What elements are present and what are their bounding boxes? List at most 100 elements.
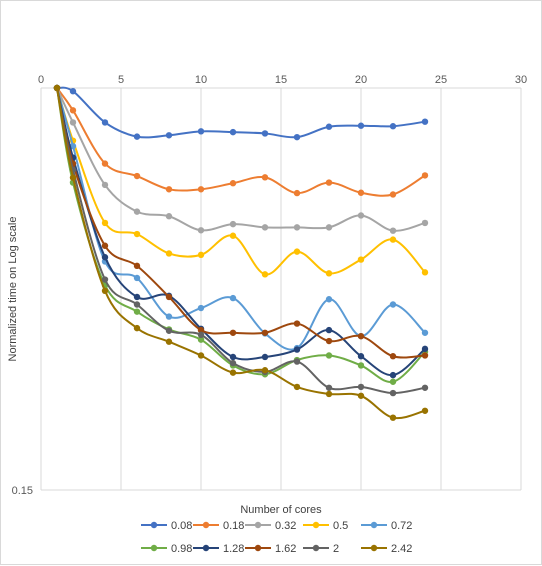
x-tick-label: 20 <box>355 74 367 86</box>
data-point <box>101 287 109 295</box>
data-point <box>69 174 77 181</box>
legend-entry: 2.42 <box>361 543 412 555</box>
x-tick-label: 15 <box>275 74 287 86</box>
series-line <box>56 87 426 232</box>
legend-entry: 2 <box>303 543 339 555</box>
data-point <box>69 107 77 114</box>
data-point <box>421 172 429 179</box>
data-point <box>261 329 269 336</box>
data-point <box>325 224 333 231</box>
data-point <box>197 336 205 343</box>
data-point <box>261 353 269 361</box>
data-point <box>133 301 141 308</box>
series-2.42 <box>53 84 429 421</box>
legend-entry: 0.5 <box>303 520 348 532</box>
legend-swatch-marker <box>150 521 158 529</box>
data-point <box>325 296 333 303</box>
legend-entry: 0.98 <box>141 543 192 555</box>
series-line <box>56 86 426 139</box>
data-point <box>325 352 333 359</box>
data-point <box>229 359 237 367</box>
data-point <box>325 326 333 334</box>
data-point <box>229 180 237 187</box>
data-point <box>421 345 429 353</box>
data-point <box>389 236 397 243</box>
data-point <box>261 224 269 231</box>
data-point <box>261 174 269 181</box>
data-point <box>69 142 77 150</box>
data-point <box>197 326 205 334</box>
data-point <box>165 313 173 320</box>
data-point <box>133 230 141 238</box>
legend: 0.08 0.18 0.32 0.5 0.72 0.98 1.28 1.62 2 2.42 <box>141 520 412 555</box>
legend-label: 0.72 <box>391 520 412 532</box>
data-point <box>197 304 205 312</box>
data-point <box>293 224 301 231</box>
data-point <box>357 353 365 360</box>
x-tick-label: 0 <box>38 74 44 86</box>
data-point <box>133 324 141 332</box>
data-point <box>229 329 237 336</box>
data-point <box>101 181 109 189</box>
legend-swatch-marker <box>312 521 320 529</box>
data-point <box>325 390 333 398</box>
legend-entry: 0.32 <box>245 520 296 532</box>
data-point <box>421 329 429 336</box>
series-line <box>56 87 426 395</box>
data-point <box>165 132 173 139</box>
data-point <box>293 133 301 141</box>
y-tick-label: 0.15 <box>12 485 33 497</box>
legend-label: 2.42 <box>391 543 412 555</box>
data-point <box>165 338 173 345</box>
data-point <box>293 383 301 391</box>
series-line <box>56 87 426 197</box>
data-point <box>197 128 205 135</box>
series-0.08 <box>53 84 429 141</box>
data-point <box>133 262 141 270</box>
data-point <box>101 242 109 249</box>
data-point <box>357 332 365 340</box>
x-axis-title: Number of cores <box>240 504 322 516</box>
data-point <box>165 186 173 193</box>
legend-label: 2 <box>333 543 339 555</box>
legend-label: 0.18 <box>223 520 244 532</box>
data-point <box>421 384 429 391</box>
data-point <box>229 294 237 302</box>
data-point <box>421 407 429 414</box>
data-point <box>133 208 141 215</box>
data-point <box>133 274 141 282</box>
legend-entry: 1.28 <box>193 543 244 555</box>
data-point <box>389 301 397 308</box>
data-point <box>421 352 429 359</box>
data-point <box>357 362 365 369</box>
data-point <box>165 250 173 257</box>
data-point <box>165 293 173 301</box>
data-point <box>357 256 365 263</box>
data-point <box>357 392 365 399</box>
data-point <box>293 320 301 327</box>
data-point <box>325 270 333 277</box>
legend-label: 1.28 <box>223 543 244 555</box>
data-point <box>293 346 301 353</box>
axes: 0 5 10 15 20 25 30 0.15 <box>12 74 528 497</box>
legend-entry: 0.18 <box>193 520 244 532</box>
data-point <box>197 352 205 359</box>
legend-swatch-marker <box>370 544 378 552</box>
data-point <box>389 378 397 385</box>
x-tick-label: 30 <box>515 74 527 86</box>
data-point <box>325 337 333 345</box>
data-point <box>69 88 77 95</box>
data-point <box>197 331 205 339</box>
series-0.98 <box>53 84 429 385</box>
data-point <box>261 367 269 374</box>
data-point <box>101 119 109 126</box>
data-point <box>229 220 237 228</box>
data-point <box>293 189 301 197</box>
data-point <box>325 384 333 391</box>
data-point <box>389 414 397 421</box>
data-point <box>133 308 141 315</box>
data-point <box>357 383 365 391</box>
data-point <box>101 160 109 167</box>
